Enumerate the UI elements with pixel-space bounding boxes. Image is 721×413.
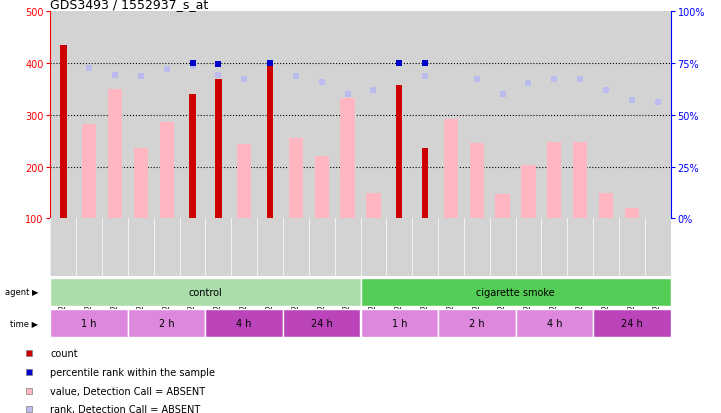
Text: time ▶: time ▶ [10,319,38,328]
Bar [50,278,360,306]
Text: 4 h: 4 h [547,318,562,328]
Bar [593,309,671,337]
Bar [190,95,196,219]
Bar [60,46,66,219]
Text: percentile rank within the sample: percentile rank within the sample [50,367,216,377]
Bar [314,157,329,219]
Bar [516,309,593,337]
Text: 1 h: 1 h [81,318,97,328]
Bar [50,309,128,337]
Bar [547,142,562,219]
Bar [267,64,273,219]
Bar [422,148,428,219]
Text: 4 h: 4 h [236,318,252,328]
Bar [128,309,205,337]
Bar [82,124,97,219]
Bar [289,139,303,219]
Bar [599,193,613,219]
Bar [215,79,221,219]
Text: 2 h: 2 h [159,318,174,328]
Bar [108,90,122,219]
Text: cigarette smoke: cigarette smoke [476,287,555,297]
Bar [283,309,360,337]
Bar [134,148,148,219]
Bar [237,145,252,219]
Text: 24 h: 24 h [311,318,332,328]
Text: control: control [189,287,222,297]
Text: agent ▶: agent ▶ [4,288,38,297]
Text: value, Detection Call = ABSENT: value, Detection Call = ABSENT [50,386,205,396]
Text: GDS3493 / 1552937_s_at: GDS3493 / 1552937_s_at [50,0,208,11]
Text: 24 h: 24 h [621,318,642,328]
Bar [444,120,458,219]
Bar [366,193,381,219]
Bar [624,209,639,219]
Text: 2 h: 2 h [469,318,485,328]
Bar [159,122,174,219]
Bar [573,142,587,219]
Bar [205,309,283,337]
Bar [495,194,510,219]
Bar [360,309,438,337]
Bar [469,144,484,219]
Text: rank, Detection Call = ABSENT: rank, Detection Call = ABSENT [50,404,200,413]
Text: count: count [50,349,78,358]
Bar [438,309,516,337]
Bar [360,278,671,306]
Bar [340,99,355,219]
Text: 1 h: 1 h [392,318,407,328]
Bar [521,166,536,219]
Bar [396,86,402,219]
